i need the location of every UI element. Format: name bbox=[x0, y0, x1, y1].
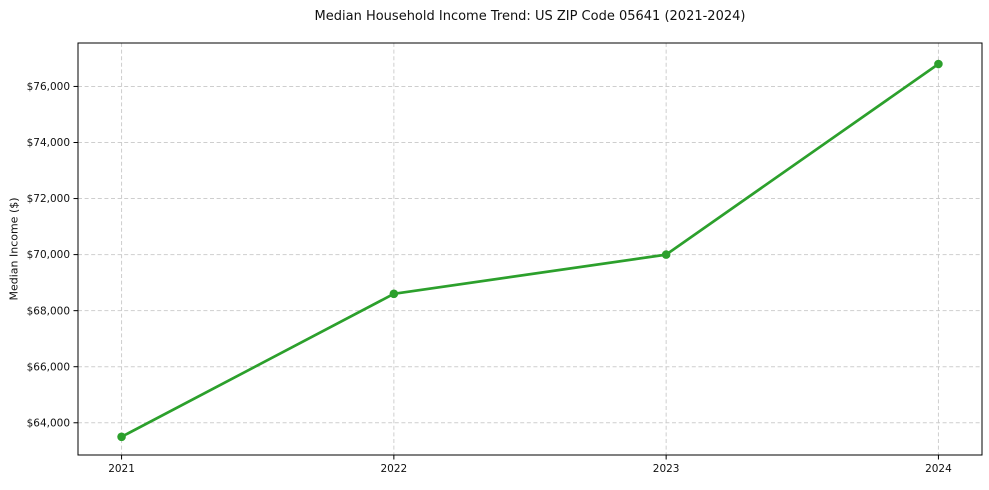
data-point-marker bbox=[389, 289, 399, 299]
data-point-marker bbox=[661, 250, 671, 259]
trend-line bbox=[120, 62, 940, 439]
y-tick-label: $64,000 bbox=[27, 417, 70, 429]
y-tick-label: $72,000 bbox=[27, 193, 70, 205]
y-tick-label: $66,000 bbox=[27, 361, 70, 373]
y-tick-label: $76,000 bbox=[27, 81, 70, 93]
y-tick-label: $68,000 bbox=[27, 305, 70, 317]
chart-title: Median Household Income Trend: US ZIP Co… bbox=[314, 9, 746, 24]
x-tick-label: 2021 bbox=[108, 463, 135, 475]
x-tick-label: 2024 bbox=[925, 463, 952, 475]
x-tick-label: 2023 bbox=[653, 463, 680, 475]
y-tick-label: $70,000 bbox=[27, 249, 70, 261]
y-tick-label: $74,000 bbox=[27, 137, 70, 149]
data-point-marker bbox=[934, 59, 943, 69]
plot-border bbox=[77, 42, 983, 456]
data-point-marker bbox=[117, 432, 126, 442]
x-tick-label: 2022 bbox=[380, 463, 407, 475]
